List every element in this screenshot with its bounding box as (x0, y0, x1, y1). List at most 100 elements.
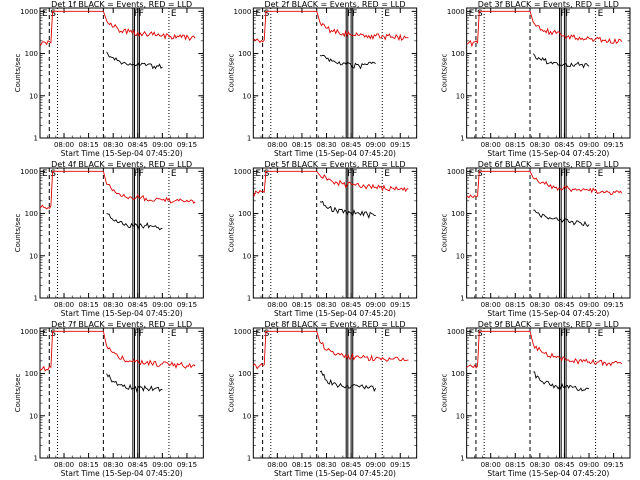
y-axis-label: Counts/sec (441, 54, 449, 93)
y-tick-label: 10 (456, 412, 465, 420)
y-tick-label: 10 (456, 92, 465, 100)
events-series-line (319, 370, 377, 393)
marker-label-f: F (561, 329, 566, 339)
detector-panel-7: Det 7f BLACK = Events, RED = LLD 1000 100 1… (14, 320, 204, 478)
y-tick-label: 100 (238, 50, 251, 58)
marker-label-e: E (42, 169, 48, 179)
plot-frame (39, 7, 204, 139)
plot-frame (39, 167, 204, 299)
x-tick-label: 08:15 (505, 461, 525, 469)
lld-series-line (253, 330, 409, 370)
lld-series-line (40, 10, 196, 46)
x-axis-label: Start Time (15-Sep-04 07:45:20) (274, 469, 396, 478)
x-tick-label: 08:45 (128, 141, 148, 149)
y-tick-label: 1000 (447, 8, 465, 16)
marker-label-e: E (598, 9, 604, 19)
y-tick-label: 100 (25, 210, 38, 218)
x-tick-label: 08:45 (554, 301, 574, 309)
y-tick-label: 10 (242, 412, 251, 420)
marker-label-e: E (469, 329, 475, 339)
x-axis-label: Start Time (15-Sep-04 07:45:20) (487, 149, 609, 158)
panel-title: Det 5f BLACK = Events, RED = LLD (264, 160, 405, 169)
marker-label-f: F (352, 329, 357, 339)
marker-label-e: E (171, 9, 177, 19)
x-tick-label: 08:30 (103, 461, 123, 469)
detector-panel-6: Det 6f BLACK = Events, RED = LLD 1000 100 1… (441, 160, 631, 318)
y-axis-label: Counts/sec (14, 374, 22, 413)
x-tick-label: 08:15 (79, 301, 99, 309)
plot-frame (39, 327, 204, 459)
events-series-line (106, 373, 163, 393)
x-tick-label: 09:00 (579, 141, 599, 149)
y-tick-label: 100 (238, 210, 251, 218)
x-tick-label: 08:15 (79, 461, 99, 469)
marker-label-s: S (50, 329, 56, 339)
marker-label-f: F (139, 329, 144, 339)
plot-frame (252, 167, 418, 299)
marker-label-f: F (565, 329, 570, 339)
x-tick-label: 09:00 (579, 461, 599, 469)
y-axis-label: Counts/sec (227, 214, 235, 253)
y-tick-label: 1000 (20, 328, 38, 336)
x-tick-label: 08:30 (530, 141, 550, 149)
x-tick-label: 09:15 (177, 301, 197, 309)
y-tick-label: 1000 (20, 8, 38, 16)
x-tick-label: 08:30 (103, 301, 123, 309)
y-tick-label: 10 (242, 252, 251, 260)
y-tick-label: 1000 (447, 168, 465, 176)
detector-panel-3: Det 3f BLACK = Events, RED = LLD 1000 100 1… (441, 0, 631, 158)
y-axis-label: Counts/sec (227, 374, 235, 413)
lld-series-line (40, 170, 196, 210)
y-axis-label: Counts/sec (441, 374, 449, 413)
y-tick-label: 1 (247, 135, 251, 143)
y-tick-label: 100 (451, 210, 464, 218)
marker-label-e: E (469, 9, 475, 19)
y-axis-label: Counts/sec (14, 214, 22, 253)
x-tick-label: 08:45 (341, 141, 361, 149)
marker-label-f: F (134, 169, 139, 179)
x-tick-label: 09:15 (604, 301, 624, 309)
lld-series-line (466, 330, 623, 369)
y-tick-label: 10 (242, 92, 251, 100)
x-tick-label: 08:00 (267, 461, 287, 469)
y-tick-label: 1000 (234, 8, 252, 16)
marker-label-f: F (139, 9, 144, 19)
y-tick-label: 1 (460, 455, 464, 463)
lld-series-line (253, 10, 409, 44)
y-tick-label: 10 (29, 92, 38, 100)
marker-label-s: S (264, 329, 270, 339)
x-tick-label: 09:00 (366, 301, 386, 309)
detector-panel-9: Det 9f BLACK = Events, RED = LLD 1000 100 1… (441, 320, 631, 478)
y-tick-label: 1 (460, 135, 464, 143)
x-tick-label: 08:00 (481, 461, 501, 469)
marker-label-e: E (384, 329, 390, 339)
marker-label-e: E (255, 169, 261, 179)
y-tick-label: 1 (247, 295, 251, 303)
marker-label-e: E (598, 329, 604, 339)
x-axis-label: Start Time (15-Sep-04 07:45:20) (487, 469, 609, 478)
x-axis-label: Start Time (15-Sep-04 07:45:20) (274, 149, 396, 158)
detector-panel-1: Det 1f BLACK = Events, RED = LLD 1000 100 1… (14, 0, 204, 158)
y-tick-label: 10 (29, 412, 38, 420)
lld-series-line (40, 330, 196, 372)
detector-panel-2: Det 2f BLACK = Events, RED = LLD 1000 100 1… (227, 0, 418, 158)
x-tick-label: 08:00 (481, 141, 501, 149)
x-tick-label: 08:15 (505, 141, 525, 149)
plot-frame (466, 7, 631, 139)
events-series-line (533, 371, 590, 392)
x-tick-label: 09:00 (366, 141, 386, 149)
marker-label-e: E (171, 169, 177, 179)
x-tick-label: 09:00 (366, 461, 386, 469)
detector-panel-4: Det 4f BLACK = Events, RED = LLD 1000 100 1… (14, 160, 204, 318)
marker-label-f: F (565, 9, 570, 19)
marker-label-s: S (477, 169, 483, 179)
y-tick-label: 10 (456, 252, 465, 260)
marker-label-f: F (561, 9, 566, 19)
events-series-line (106, 213, 163, 231)
lld-series-line (466, 10, 623, 48)
marker-label-s: S (477, 329, 483, 339)
events-series-line (106, 51, 163, 70)
marker-label-f: F (347, 329, 352, 339)
x-tick-label: 08:15 (292, 141, 312, 149)
x-tick-label: 08:30 (316, 301, 336, 309)
